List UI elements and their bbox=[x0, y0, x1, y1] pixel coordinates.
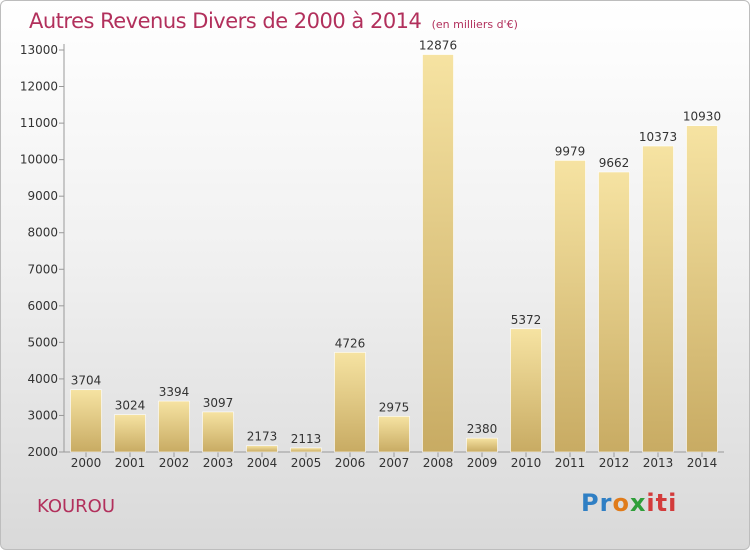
x-tick-label-2005: 2005 bbox=[291, 456, 322, 470]
chart-title-text: Autres Revenus Divers de 2000 à 2014 bbox=[29, 9, 422, 33]
value-label-2010: 5372 bbox=[511, 313, 542, 327]
bar-2012 bbox=[598, 171, 630, 453]
x-tick-label-2009: 2009 bbox=[467, 456, 498, 470]
bar-2006 bbox=[334, 352, 366, 453]
x-tick-label-2006: 2006 bbox=[335, 456, 366, 470]
bar-2004 bbox=[246, 445, 278, 453]
logo-part-4: iti bbox=[646, 489, 678, 517]
y-tick-label: 11000 bbox=[20, 116, 58, 130]
bar-2013 bbox=[642, 145, 674, 453]
y-tick-label: 6000 bbox=[27, 299, 58, 313]
value-label-2012: 9662 bbox=[599, 156, 630, 170]
value-label-2007: 2975 bbox=[379, 400, 410, 414]
x-tick-label-2003: 2003 bbox=[203, 456, 234, 470]
bar-2000 bbox=[70, 389, 102, 453]
proxiti-logo: Proxiti bbox=[581, 489, 677, 517]
y-tick-label: 7000 bbox=[27, 262, 58, 276]
value-label-2013: 10373 bbox=[639, 130, 677, 144]
value-label-2003: 3097 bbox=[203, 396, 234, 410]
bar-2010 bbox=[510, 328, 542, 453]
bar-2003 bbox=[202, 411, 234, 453]
x-tick-label-2000: 2000 bbox=[71, 456, 102, 470]
x-tick-label-2008: 2008 bbox=[423, 456, 454, 470]
x-tick-label-2011: 2011 bbox=[555, 456, 586, 470]
value-label-2006: 4726 bbox=[335, 336, 366, 350]
x-tick-label-2002: 2002 bbox=[159, 456, 190, 470]
value-label-2005: 2113 bbox=[291, 432, 322, 446]
logo-part-3: x bbox=[629, 489, 647, 517]
x-tick-label-2014: 2014 bbox=[687, 456, 718, 470]
value-label-2009: 2380 bbox=[467, 422, 498, 436]
bar-2008 bbox=[422, 54, 454, 453]
logo-part-1: Pr bbox=[581, 489, 613, 517]
y-tick-label: 10000 bbox=[20, 153, 58, 167]
x-tick-label-2010: 2010 bbox=[511, 456, 542, 470]
y-tick-label: 3000 bbox=[27, 408, 58, 422]
x-tick-label-2004: 2004 bbox=[247, 456, 278, 470]
chart-title: Autres Revenus Divers de 2000 à 2014 (en… bbox=[29, 9, 518, 33]
x-axis: 2000 2001 2002 2003 2004 2005 2006 2007 2008 2009… bbox=[64, 451, 724, 470]
value-label-2004: 2173 bbox=[247, 430, 278, 444]
bar-2002 bbox=[158, 400, 190, 453]
bar-2001 bbox=[114, 414, 146, 453]
y-tick-label: 4000 bbox=[27, 372, 58, 386]
bar-2007 bbox=[378, 416, 410, 453]
place-name: KOUROU bbox=[37, 496, 116, 517]
bar-2009 bbox=[466, 437, 498, 453]
bars-group bbox=[70, 54, 718, 453]
x-tick-label-2001: 2001 bbox=[115, 456, 146, 470]
bar-2014 bbox=[686, 125, 718, 453]
bar-2005 bbox=[290, 447, 322, 453]
value-label-2014: 10930 bbox=[683, 110, 721, 124]
value-label-2000: 3704 bbox=[71, 374, 102, 388]
value-label-2008: 12876 bbox=[419, 39, 457, 53]
chart-unit: (en milliers d'€) bbox=[431, 18, 518, 31]
value-label-2001: 3024 bbox=[115, 399, 146, 413]
x-tick-label-2012: 2012 bbox=[599, 456, 630, 470]
y-tick-label: 13000 bbox=[20, 43, 58, 57]
bar-2011 bbox=[554, 160, 586, 453]
y-tick-label: 12000 bbox=[20, 80, 58, 94]
value-label-2002: 3394 bbox=[159, 385, 190, 399]
y-axis: 2000 3000 4000 5000 6000 7000 8000 9000 10000 110… bbox=[20, 43, 65, 459]
y-tick-label: 9000 bbox=[27, 189, 58, 203]
y-tick-label: 2000 bbox=[27, 445, 58, 459]
value-label-2011: 9979 bbox=[555, 144, 586, 158]
x-tick-label-2013: 2013 bbox=[643, 456, 674, 470]
y-tick-label: 5000 bbox=[27, 335, 58, 349]
value-labels-group: 3704 3024 3394 3097 2173 2113 4726 2975 12876 238… bbox=[71, 39, 721, 446]
y-tick-label: 8000 bbox=[27, 226, 58, 240]
x-tick-label-2007: 2007 bbox=[379, 456, 410, 470]
logo-part-2: o bbox=[612, 489, 630, 517]
